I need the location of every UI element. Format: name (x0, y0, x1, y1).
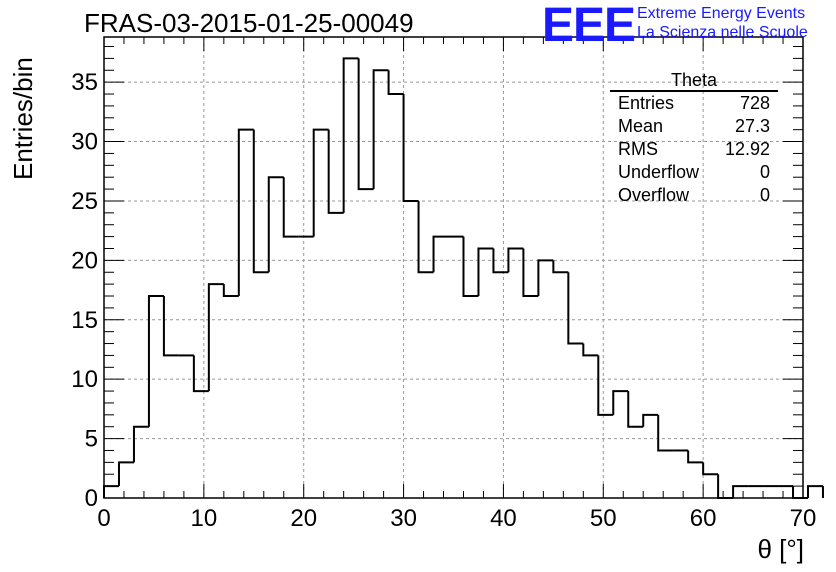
stats-label: Underflow (618, 162, 700, 182)
stats-box: Theta Entries 728 Mean 27.3 RMS 12.92 Un… (610, 70, 778, 207)
x-axis-label: θ [°] (757, 534, 804, 564)
histogram-bin (522, 248, 539, 298)
histogram-bin (597, 355, 614, 416)
histogram-bin (567, 272, 584, 345)
stats-label: Mean (618, 116, 664, 136)
stats-title: Theta (610, 70, 778, 92)
stats-label: Overflow (618, 185, 690, 205)
y-tick-label: 15 (71, 307, 98, 334)
histogram-bin (687, 450, 704, 464)
histogram-bin (252, 129, 269, 274)
histogram-bin (627, 391, 644, 428)
axis-ticks (103, 37, 804, 499)
x-tick-label: 30 (390, 505, 417, 532)
y-tick-label: 20 (71, 247, 98, 274)
histogram-bin (582, 343, 599, 357)
stats-value: 12.92 (724, 139, 770, 159)
x-tick-label: 50 (590, 505, 617, 532)
stats-row-overflow: Overflow 0 (610, 184, 778, 207)
histogram-bin (387, 70, 404, 96)
stats-row-entries: Entries 728 (610, 92, 778, 115)
histogram-bin (117, 461, 134, 487)
grid-lines (104, 37, 803, 498)
histogram-bin (222, 284, 239, 298)
stats-row-rms: RMS 12.92 (610, 138, 778, 161)
histogram-bin (492, 248, 509, 274)
stats-value: 0 (759, 162, 770, 182)
x-tick-label: 0 (97, 505, 110, 532)
logo-caption-line2: La Scienza nelle Scuole (637, 24, 808, 41)
y-tick-label: 5 (85, 426, 98, 453)
histogram-bin (402, 94, 419, 202)
y-tick-label: 35 (71, 69, 98, 96)
stats-row-underflow: Underflow 0 (610, 161, 778, 184)
histogram-bin (372, 69, 389, 190)
y-tick-label: 30 (71, 129, 98, 156)
plot-frame (103, 36, 804, 499)
histogram-bin (432, 235, 449, 273)
histogram-bin (417, 200, 434, 274)
histogram-bin (507, 247, 524, 273)
stats-row-mean: Mean 27.3 (610, 115, 778, 138)
axis-tick-labels: 0 10 20 30 40 50 60 70 0 5 10 15 20 25 30 35 (71, 69, 816, 532)
stats-value: 27.3 (734, 116, 770, 136)
y-tick-label: 25 (71, 188, 98, 215)
histogram-bin (237, 128, 254, 297)
logo-caption: Extreme Energy Events La Scienza nelle S… (637, 4, 808, 42)
histogram-bin (103, 485, 119, 498)
histogram-bin (642, 413, 659, 427)
histogram-bin (162, 296, 179, 357)
chart-title: FRAS-03-2015-01-25-00049 (84, 8, 414, 38)
histogram-bin (612, 390, 629, 415)
x-tick-label: 10 (191, 505, 218, 532)
x-tick-label: 40 (490, 505, 517, 532)
histogram-bin (806, 485, 823, 498)
histogram-bin (267, 176, 284, 273)
histogram-bin (717, 474, 734, 499)
x-tick-label: 60 (690, 505, 717, 532)
stats-value: 0 (759, 185, 770, 205)
stats-label: Entries (618, 93, 675, 113)
eee-logo: EEE (542, 0, 636, 52)
histogram-bin (477, 247, 494, 297)
histogram-bin (207, 283, 224, 392)
histogram-bin (192, 355, 209, 393)
y-tick-label: 10 (71, 366, 98, 393)
histogram-bin (342, 57, 359, 213)
histogram-bin (537, 259, 554, 297)
x-tick-label: 70 (790, 505, 817, 532)
y-axis-label: Entries/bin (8, 57, 38, 180)
stats-label: RMS (618, 139, 658, 159)
histogram-bin (792, 486, 808, 499)
histogram-bin (552, 260, 569, 274)
x-tick-label: 20 (290, 505, 317, 532)
y-tick-label: 0 (85, 485, 98, 512)
histogram-bin (327, 129, 344, 214)
histogram-bin (282, 177, 299, 238)
histogram-bin (732, 485, 749, 498)
logo-caption-line1: Extreme Energy Events (637, 5, 806, 22)
histogram-bin (657, 414, 674, 452)
histogram-bin (312, 128, 329, 237)
histogram-bin (132, 425, 149, 463)
histogram-bin (462, 236, 479, 298)
histogram-bin (702, 462, 719, 476)
stats-value: 728 (739, 93, 770, 113)
histogram-bin (357, 58, 374, 191)
histogram-bin (147, 295, 164, 427)
